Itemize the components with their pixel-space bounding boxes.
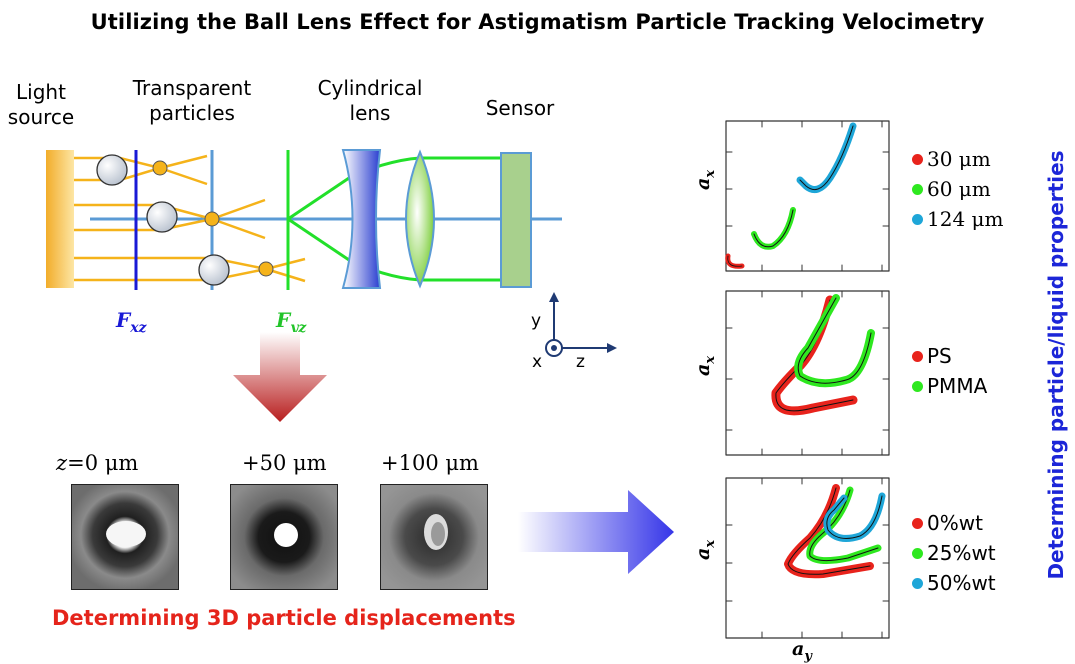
transparent-particles-label: Transparent particles [132,76,252,125]
plots-column [725,120,890,639]
legend-panel-3: 0%wt 25%wt 50%wt [912,508,996,598]
image-label-100: +100 μm [381,451,479,475]
legend-item: 25%wt [912,538,996,568]
legend-dot [912,213,923,225]
y-axis-label-2: ax [692,355,718,376]
image-label-0: z=0 μm [56,451,139,475]
legend-dot [912,380,923,392]
figure-title: Utilizing the Ball Lens Effect for Astig… [90,10,985,34]
particle-image-100 [380,484,488,590]
plot-panel-2 [725,290,890,456]
legend-dot [912,547,923,559]
coordinate-axes [545,292,617,357]
legend-dot [912,577,923,589]
transparent-particles [96,154,230,286]
legend-dot [912,350,923,362]
legend-panel-2: PS PMMA [912,341,987,401]
legend-dot [912,153,923,165]
light-source-label: Light source [7,80,75,129]
y-axis-label-3: ax [692,539,718,560]
axis-y-label: y [531,311,542,331]
legend-item: 124 μm [912,204,1004,234]
x-axis-label: ay [792,638,812,664]
down-arrow [233,332,327,422]
particle-image-z0 [71,484,179,590]
sensor [500,152,532,288]
legend-item: 30 μm [912,144,1004,174]
legend-item: 50%wt [912,568,996,598]
axis-z-label: z [576,352,585,372]
axis-x-label: x [532,352,543,372]
legend-item: 60 μm [912,174,1004,204]
legend-panel-1: 30 μm 60 μm 124 μm [912,144,1004,234]
legend-dot [912,517,923,529]
legend-item: PMMA [912,371,987,401]
light-source [46,150,74,288]
image-label-50: +50 μm [242,451,327,475]
particle-image-50 [230,484,338,590]
plot-panel-1 [725,120,890,272]
fxz-label: Fxz [116,308,147,336]
cylindrical-lens-label: Cylindrical lens [317,76,423,125]
converging-lens [405,149,435,289]
legend-dot [912,183,923,195]
right-arrow [518,490,674,574]
cylindrical-lens [341,149,382,289]
legend-item: PS [912,341,987,371]
properties-caption: Determining particle/liquid properties [1044,150,1068,580]
optical-setup-diagram [46,149,562,290]
legend-item: 0%wt [912,508,996,538]
displacement-caption: Determining 3D particle displacements [52,606,516,630]
sensor-label: Sensor [485,96,555,120]
y-axis-label-1: ax [692,169,718,190]
